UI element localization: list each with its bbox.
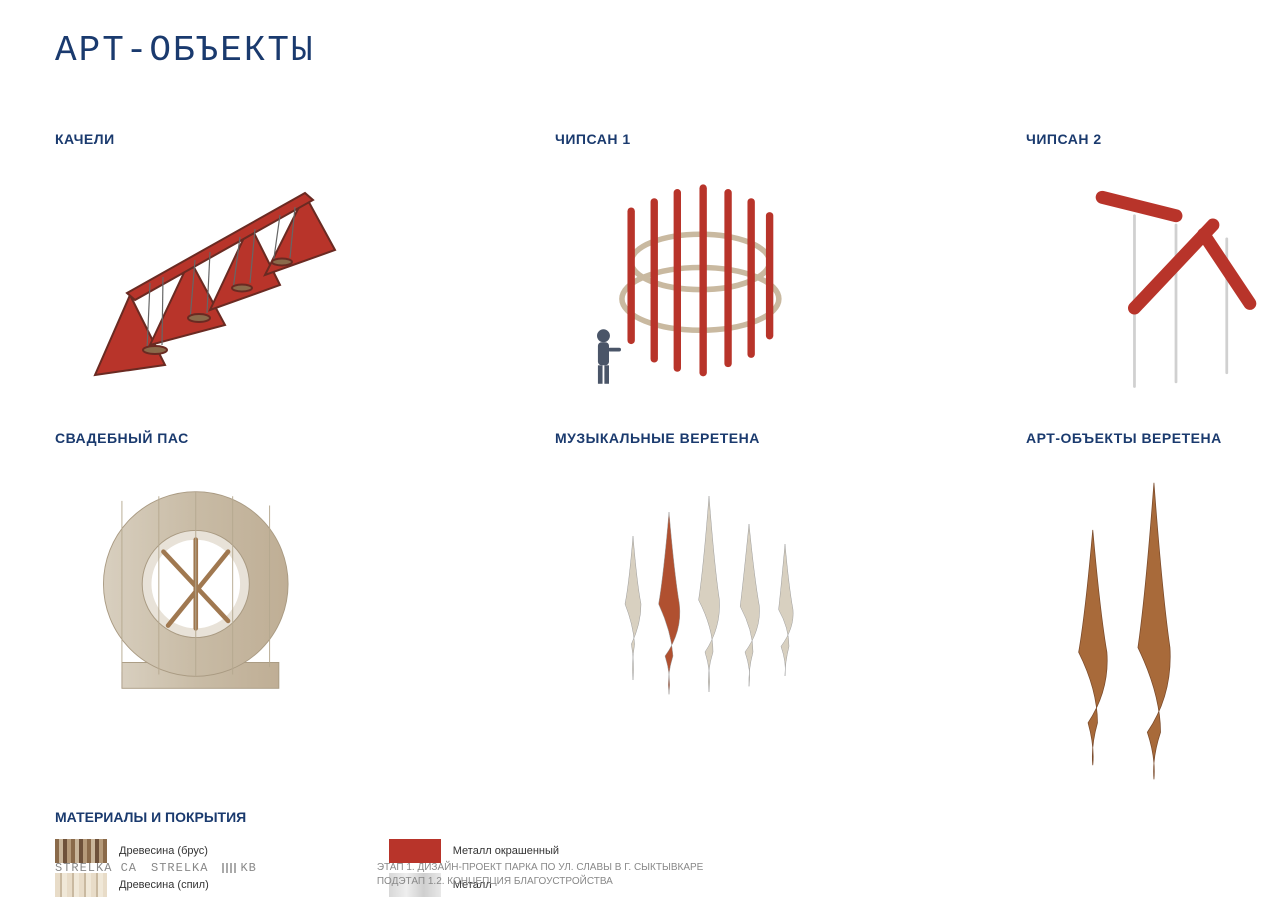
grid: КАЧЕЛИ [55,131,1226,789]
label-art-veretena: АРТ-ОБЪЕКТЫ ВЕРЕТЕНА [1026,430,1226,446]
footer-text: ЭТАП 1. ДИЗАЙН-ПРОЕКТ ПАРКА ПО УЛ. СЛАВЫ… [377,861,703,889]
label-muz-veretena: МУЗЫКАЛЬНЫЕ ВЕРЕТЕНА [555,430,1026,446]
brand-strelka: STRELKA [151,861,208,875]
item-chipsan2: ЧИПСАН 2 [1026,131,1226,410]
illus-chipsan1 [555,165,855,405]
swatch-painted: Металл окрашенный [389,839,559,863]
footer: STRELKA CA STRELKA KB ЭТАП 1. ДИЗАЙН-ПРО… [55,861,1226,889]
swatch-painted-color [389,839,441,863]
illus-svadebnyi [55,464,355,704]
kb-icon [222,863,236,873]
item-art-veretena: АРТ-ОБЪЕКТЫ ВЕРЕТЕНА [1026,430,1226,789]
footer-brands: STRELKA CA STRELKA KB [55,861,257,875]
brand-strelka-ca: STRELKA CA [55,861,137,875]
label-chipsan1: ЧИПСАН 1 [555,131,1026,147]
footer-line1: ЭТАП 1. ДИЗАЙН-ПРОЕКТ ПАРКА ПО УЛ. СЛАВЫ… [377,861,703,875]
illus-art-veretena [1026,464,1216,784]
illus-chipsan2 [1026,165,1281,405]
label-chipsan2: ЧИПСАН 2 [1026,131,1226,147]
brand-kb: KB [222,861,256,875]
item-muz-veretena: МУЗЫКАЛЬНЫЕ ВЕРЕТЕНА [555,430,1026,789]
page-title: АРТ-ОБЪЕКТЫ [55,30,1226,71]
materials-title: МАТЕРИАЛЫ И ПОКРЫТИЯ [55,809,1226,825]
swatch-painted-label: Металл окрашенный [453,845,559,857]
swatch-brus: Древесина (брус) [55,839,209,863]
footer-line2: ПОДЭТАП 1.2. КОНЦЕПЦИЯ БЛАГОУСТРОЙСТВА [377,875,703,889]
item-kacheli: КАЧЕЛИ [55,131,555,410]
illus-kacheli [55,165,355,405]
swatch-brus-color [55,839,107,863]
illus-muz-veretena [555,464,855,704]
label-svadebnyi: СВАДЕБНЫЙ ПАС [55,430,555,446]
item-svadebnyi: СВАДЕБНЫЙ ПАС [55,430,555,789]
swatch-brus-label: Древесина (брус) [119,845,208,857]
label-kacheli: КАЧЕЛИ [55,131,555,147]
item-chipsan1: ЧИПСАН 1 [555,131,1026,410]
